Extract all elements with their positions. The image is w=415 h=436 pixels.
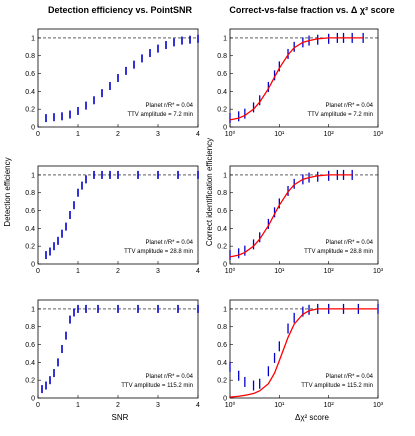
x-tick-label: 10² [324, 131, 335, 138]
y-tick-label: 0.8 [217, 190, 227, 197]
x-tick-label: 10² [324, 402, 335, 409]
y-tick-label: 0.6 [25, 342, 35, 349]
y-tick-label: 0.2 [25, 378, 35, 385]
annotation-planet: Planet r/R* = 0.04 [325, 374, 373, 380]
y-tick-label: 0.8 [25, 53, 35, 60]
x-tick-label: 10³ [373, 131, 384, 138]
x-tick-label: 2 [116, 131, 120, 138]
x-tick-label: 1 [76, 402, 80, 409]
chart-panel-right-row3: 0 0.2 0.4 0.6 0.8 1 10⁰ 10¹ 10² 10³ Planet r/R* = … [217, 299, 384, 409]
annotation-ttv: TTV amplitude = 7.2 min [127, 112, 193, 118]
y-tick-label: 0.2 [217, 244, 227, 251]
annotation-planet: Planet r/R* = 0.04 [325, 103, 373, 109]
annotation-planet: Planet r/R* = 0.04 [145, 240, 193, 246]
y-tick-label: 0.8 [217, 324, 227, 331]
x-tick-label: 2 [116, 268, 120, 275]
fit-line [229, 174, 353, 258]
y-tick-label: 1 [31, 306, 35, 313]
annotation-planet: Planet r/R* = 0.04 [145, 374, 193, 380]
annotation-planet: Planet r/R* = 0.04 [325, 240, 373, 246]
x-tick-label: 3 [156, 268, 160, 275]
y-tick-label: 1 [223, 306, 227, 313]
y-tick-label: 1 [223, 172, 227, 179]
x-tick-label: 0 [36, 268, 40, 275]
y-tick-label: 1 [31, 172, 35, 179]
x-tick-label: 0 [36, 402, 40, 409]
x-tick-label: 3 [156, 131, 160, 138]
x-tick-label: 10³ [373, 402, 384, 409]
x-tick-label: 4 [196, 402, 200, 409]
ylabel-right: Correct identification efficiency [205, 138, 214, 246]
chart-panel-right-row2: 0 0.2 0.4 0.6 0.8 1 10⁰ 10¹ 10² 10³ Planet r/R* = … [217, 165, 384, 275]
y-tick-label: 0 [31, 125, 35, 132]
title-left: Detection efficiency vs. PointSNR [48, 5, 193, 15]
y-tick-label: 0 [223, 125, 227, 132]
y-tick-label: 0.8 [217, 53, 227, 60]
chart-panel-left-row3: 0 0.2 0.4 0.6 0.8 1 0 1 2 3 4 Planet r/R* = 0.04 TTV… [25, 299, 200, 409]
plot-frame [229, 165, 379, 265]
y-tick-label: 0.4 [217, 226, 227, 233]
chart-panel-right-row1: 0 0.2 0.4 0.6 0.8 1 10⁰ 10¹ 10² 10³ Planet r/R* = … [217, 28, 384, 138]
y-tick-label: 0.6 [217, 342, 227, 349]
x-tick-label: 2 [116, 402, 120, 409]
y-tick-label: 1 [223, 35, 227, 42]
fit-line [229, 37, 364, 121]
y-tick-label: 0.6 [25, 208, 35, 215]
y-tick-label: 0.4 [25, 89, 35, 96]
y-tick-label: 0.6 [25, 71, 35, 78]
x-tick-label: 4 [196, 131, 200, 138]
xlabel-left: SNR [112, 413, 129, 422]
y-tick-label: 0.2 [217, 107, 227, 114]
x-tick-label: 0 [36, 131, 40, 138]
fit-line [229, 308, 378, 398]
x-tick-label: 3 [156, 402, 160, 409]
annotation-ttv: TTV amplitude = 115.2 min [121, 383, 193, 389]
annotation-ttv: TTV amplitude = 28.8 min [124, 249, 193, 255]
y-tick-label: 1 [31, 35, 35, 42]
y-tick-label: 0 [31, 262, 35, 269]
x-tick-label: 10⁰ [225, 130, 236, 138]
x-tick-label: 4 [196, 268, 200, 275]
chart-panel-left-row1: 0 0.2 0.4 0.6 0.8 1 0 1 2 3 4 Planet r/R* = 0.04 TTV… [25, 28, 200, 138]
y-tick-label: 0.6 [217, 208, 227, 215]
annotation-ttv: TTV amplitude = 7.2 min [307, 112, 373, 118]
x-tick-label: 10² [324, 268, 335, 275]
y-tick-label: 0.4 [217, 360, 227, 367]
x-tick-label: 1 [76, 268, 80, 275]
y-tick-label: 0.8 [25, 324, 35, 331]
y-tick-label: 0.4 [25, 360, 35, 367]
x-tick-label: 1 [76, 131, 80, 138]
x-tick-label: 10⁰ [225, 401, 236, 409]
x-tick-label: 10¹ [274, 402, 285, 409]
x-tick-label: 10¹ [274, 268, 285, 275]
y-tick-label: 0.8 [25, 190, 35, 197]
plot-frame [229, 299, 379, 399]
y-tick-label: 0 [223, 396, 227, 403]
y-tick-label: 0 [31, 396, 35, 403]
y-tick-label: 0.2 [25, 107, 35, 114]
x-tick-label: 10⁰ [225, 267, 236, 275]
plot-frame [229, 28, 379, 128]
y-tick-label: 0.2 [25, 244, 35, 251]
y-tick-label: 0 [223, 262, 227, 269]
annotation-ttv: TTV amplitude = 115.2 min [301, 383, 373, 389]
chart-panel-left-row2: 0 0.2 0.4 0.6 0.8 1 0 1 2 3 4 Planet r/R* = 0.04 TTV… [25, 165, 200, 275]
ylabel-left: Detection efficiency [3, 157, 12, 226]
x-tick-label: 10¹ [274, 131, 285, 138]
y-tick-label: 0.6 [217, 71, 227, 78]
y-tick-label: 0.4 [25, 226, 35, 233]
y-tick-label: 0.2 [217, 378, 227, 385]
y-tick-label: 0.4 [217, 89, 227, 96]
xlabel-right: Δχ² score [295, 413, 330, 422]
annotation-ttv: TTV amplitude = 28.8 min [304, 249, 373, 255]
title-right: Correct-vs-false fraction vs. Δ χ² score [229, 5, 394, 15]
annotation-planet: Planet r/R* = 0.04 [145, 103, 193, 109]
x-tick-label: 10³ [373, 268, 384, 275]
